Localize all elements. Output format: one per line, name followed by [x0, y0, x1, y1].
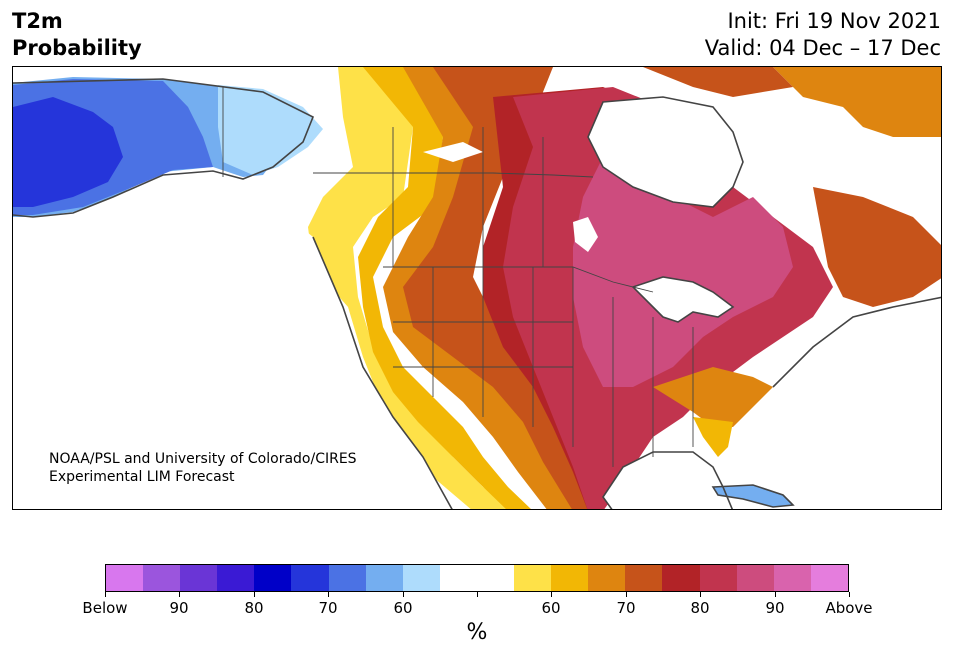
atlantic-ocean	[733, 297, 941, 509]
colorbar-segment	[699, 565, 737, 591]
colorbar-segment	[291, 565, 329, 591]
colorbar-unit: %	[466, 620, 488, 645]
colorbar-segment	[365, 565, 403, 591]
hudson-bay	[588, 97, 743, 207]
great-slave-lake	[423, 142, 483, 162]
credit-line-1: NOAA/PSL and University of Colorado/CIRE…	[49, 451, 357, 467]
init-date: Init: Fri 19 Nov 2021	[727, 9, 941, 33]
north-canada-orange	[643, 67, 793, 97]
credit-text: NOAA/PSL and University of Colorado/CIRE…	[49, 450, 357, 486]
colorbar-tick-label: Below	[82, 599, 128, 617]
colorbar-tick	[328, 592, 329, 597]
east-rose	[573, 157, 793, 387]
east-canada-orange	[773, 67, 941, 137]
colorbar-segment	[773, 565, 811, 591]
valid-period: Valid: 04 Dec – 17 Dec	[704, 36, 941, 60]
colorbar-tick-label: 70	[616, 599, 636, 617]
colorbar-segment	[625, 565, 663, 591]
probability-map	[12, 66, 942, 510]
forecast-dates: Init: Fri 19 Nov 2021 Valid: 04 Dec – 17…	[705, 8, 941, 62]
colorbar-tick-label: 80	[690, 599, 710, 617]
colorbar-tick-label: 70	[318, 599, 338, 617]
colorbar-tick	[179, 592, 180, 597]
colorbar-segment	[402, 565, 440, 591]
colorbar-tick-label: 90	[765, 599, 785, 617]
alaska-blue-dark	[13, 97, 123, 207]
credit-line-2: Experimental LIM Forecast	[49, 469, 235, 485]
colorbar-tick	[775, 592, 776, 597]
lake-winnipeg	[573, 217, 598, 252]
alaska-blue-pale	[218, 85, 323, 175]
political-boundaries	[222, 87, 694, 467]
colorbar-segment	[143, 565, 181, 591]
colorbar-segment	[736, 565, 774, 591]
west-gold	[358, 67, 531, 509]
colorbar-tick-label: 60	[393, 599, 413, 617]
cuba-blue	[713, 485, 793, 507]
colorbar-tick	[551, 592, 552, 597]
colorbar-segment	[662, 565, 700, 591]
atlantic-canada-orange	[813, 187, 941, 307]
colorbar-tick	[700, 592, 701, 597]
colorbar-tick-label: 80	[244, 599, 264, 617]
colorbar-tick	[403, 592, 404, 597]
gulf-of-mexico	[603, 452, 733, 509]
colorbar-segment	[810, 565, 848, 591]
pacific-ocean	[13, 187, 452, 509]
coastlines	[13, 78, 941, 509]
colorbar-tick	[849, 592, 850, 597]
colorbar-segment	[439, 565, 477, 591]
product-label: Probability	[12, 36, 142, 60]
west-yellow	[308, 67, 516, 509]
colorbar-tick	[477, 592, 478, 597]
southeast-orange	[653, 367, 773, 427]
map-title: T2m Probability	[12, 8, 142, 62]
colorbar	[105, 564, 849, 592]
colorbar-tick	[254, 592, 255, 597]
colorbar-segment	[254, 565, 292, 591]
colorbar-segment	[476, 565, 515, 591]
colorbar-tick	[626, 592, 627, 597]
colorbar-segment	[217, 565, 255, 591]
variable-label: T2m	[12, 9, 63, 33]
colorbar-segment	[588, 565, 626, 591]
colorbar-segment	[551, 565, 589, 591]
colorbar-segment	[180, 565, 218, 591]
colorbar-tick-label: 60	[541, 599, 561, 617]
colorbar-segment	[328, 565, 366, 591]
florida-gold	[693, 417, 733, 457]
colorbar-tick-label: Above	[825, 599, 873, 617]
great-lakes	[633, 277, 733, 322]
colorbar-segment	[106, 565, 144, 591]
colorbar-tick-label: 90	[169, 599, 189, 617]
colorbar-tick	[105, 592, 106, 597]
colorbar-segment	[514, 565, 552, 591]
map-canvas	[13, 67, 941, 509]
